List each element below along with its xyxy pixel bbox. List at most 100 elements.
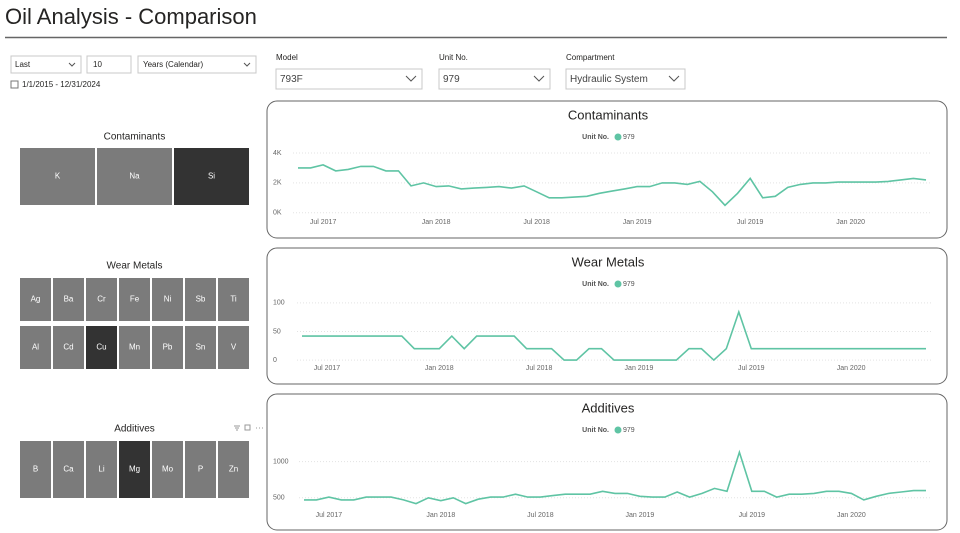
unit-dropdown[interactable]: [137, 55, 257, 74]
tile[interactable]: [53, 441, 84, 498]
x-tick-label: Jul 2018: [526, 365, 553, 372]
tile[interactable]: [174, 148, 249, 205]
tile[interactable]: [86, 278, 117, 321]
tile-label: Pb: [163, 343, 173, 352]
slicer-dropdown[interactable]: [275, 68, 423, 90]
x-tick-label: Jan 2020: [837, 512, 866, 519]
calendar-icon: [10, 80, 19, 89]
slicer-label: Model: [276, 53, 298, 62]
page-title: Oil Analysis - Comparison: [5, 4, 257, 29]
tile[interactable]: [152, 441, 183, 498]
slicer-dropdown[interactable]: [438, 68, 551, 90]
y-tick-label: 100: [273, 300, 285, 307]
tile[interactable]: [185, 278, 216, 321]
tile-label: Zn: [229, 465, 238, 474]
x-tick-label: Jan 2019: [625, 365, 654, 372]
mode-value: Last: [15, 60, 31, 69]
count-value: 10: [93, 60, 102, 69]
tile-label: Mo: [162, 465, 174, 474]
x-tick-label: Jan 2019: [625, 512, 654, 519]
x-tick-label: Jul 2019: [739, 512, 766, 519]
y-tick-label: 4K: [273, 150, 282, 157]
tile[interactable]: [97, 148, 172, 205]
tile[interactable]: [20, 278, 51, 321]
tile-label: K: [55, 172, 61, 181]
tile[interactable]: [53, 278, 84, 321]
chart-title: Wear Metals: [572, 254, 645, 269]
x-tick-label: Jan 2018: [425, 365, 454, 372]
legend-marker: [614, 133, 622, 141]
mode-dropdown[interactable]: [10, 55, 82, 74]
tile[interactable]: [152, 326, 183, 369]
series-line: [302, 309, 926, 362]
date-range: 1/1/2015 - 12/31/2024: [22, 80, 101, 89]
tile[interactable]: [20, 148, 95, 205]
legend-marker: [614, 426, 622, 434]
tile-label: Ba: [64, 295, 74, 304]
tile-group-title: Wear Metals: [107, 261, 163, 272]
tile-label: Cu: [96, 343, 106, 352]
tile-label: Mn: [129, 343, 140, 352]
slicer-value: 979: [443, 74, 460, 85]
chevron: [668, 75, 680, 82]
legend-title: Unit No.: [582, 134, 609, 141]
tile[interactable]: [119, 278, 150, 321]
legend-title: Unit No.: [582, 427, 609, 434]
slicer-label: Compartment: [566, 53, 615, 62]
tile-label: Si: [208, 172, 215, 181]
slicer-dropdown[interactable]: [565, 68, 686, 90]
unit-value: Years (Calendar): [143, 60, 204, 69]
chart-card: [266, 100, 948, 239]
tile-group-title: Contaminants: [104, 132, 166, 143]
tile[interactable]: [218, 441, 249, 498]
x-tick-label: Jul 2017: [316, 512, 343, 519]
slicer-value: Hydraulic System: [570, 74, 648, 85]
tile-label: B: [33, 465, 38, 474]
tile-label: Al: [32, 343, 39, 352]
tile[interactable]: [218, 278, 249, 321]
x-tick-label: Jan 2020: [837, 365, 866, 372]
x-tick-label: Jul 2017: [314, 365, 341, 372]
chevron: [243, 62, 251, 67]
chevron: [68, 62, 76, 67]
tile-label: Cr: [97, 295, 106, 304]
legend-marker: [614, 280, 622, 288]
tile[interactable]: [119, 326, 150, 369]
tile-label: Ni: [164, 295, 172, 304]
tile[interactable]: [20, 441, 51, 498]
tile[interactable]: [20, 326, 51, 369]
chart-card: [266, 393, 948, 531]
tile-group-title: Additives: [114, 424, 155, 435]
tile-label: V: [231, 343, 237, 352]
tile[interactable]: [53, 326, 84, 369]
tile[interactable]: [218, 326, 249, 369]
legend-label: 979: [623, 134, 635, 141]
tile[interactable]: [119, 441, 150, 498]
tile[interactable]: [185, 326, 216, 369]
tile-label: Fe: [130, 295, 140, 304]
chart-title: Contaminants: [568, 107, 649, 122]
tile-label: P: [198, 465, 203, 474]
series-line: [304, 449, 926, 505]
tile[interactable]: [86, 326, 117, 369]
x-tick-label: Jan 2020: [836, 219, 865, 226]
x-tick-label: Jan 2019: [623, 219, 652, 226]
tile[interactable]: [185, 441, 216, 498]
chevron: [405, 75, 417, 82]
x-tick-label: Jul 2018: [527, 512, 554, 519]
y-tick-label: 50: [273, 328, 281, 335]
x-tick-label: Jul 2019: [738, 365, 765, 372]
y-tick-label: 2K: [273, 180, 282, 187]
x-tick-label: Jan 2018: [426, 512, 455, 519]
visual-header-icons: [234, 424, 263, 431]
tile[interactable]: [86, 441, 117, 498]
count-input[interactable]: [86, 55, 132, 74]
chart-title: Additives: [582, 400, 635, 415]
tile[interactable]: [152, 278, 183, 321]
y-tick-label: 0: [273, 357, 277, 364]
chevron: [533, 75, 545, 82]
legend-label: 979: [623, 281, 635, 288]
x-tick-label: Jul 2019: [737, 219, 764, 226]
series-line: [298, 164, 927, 207]
